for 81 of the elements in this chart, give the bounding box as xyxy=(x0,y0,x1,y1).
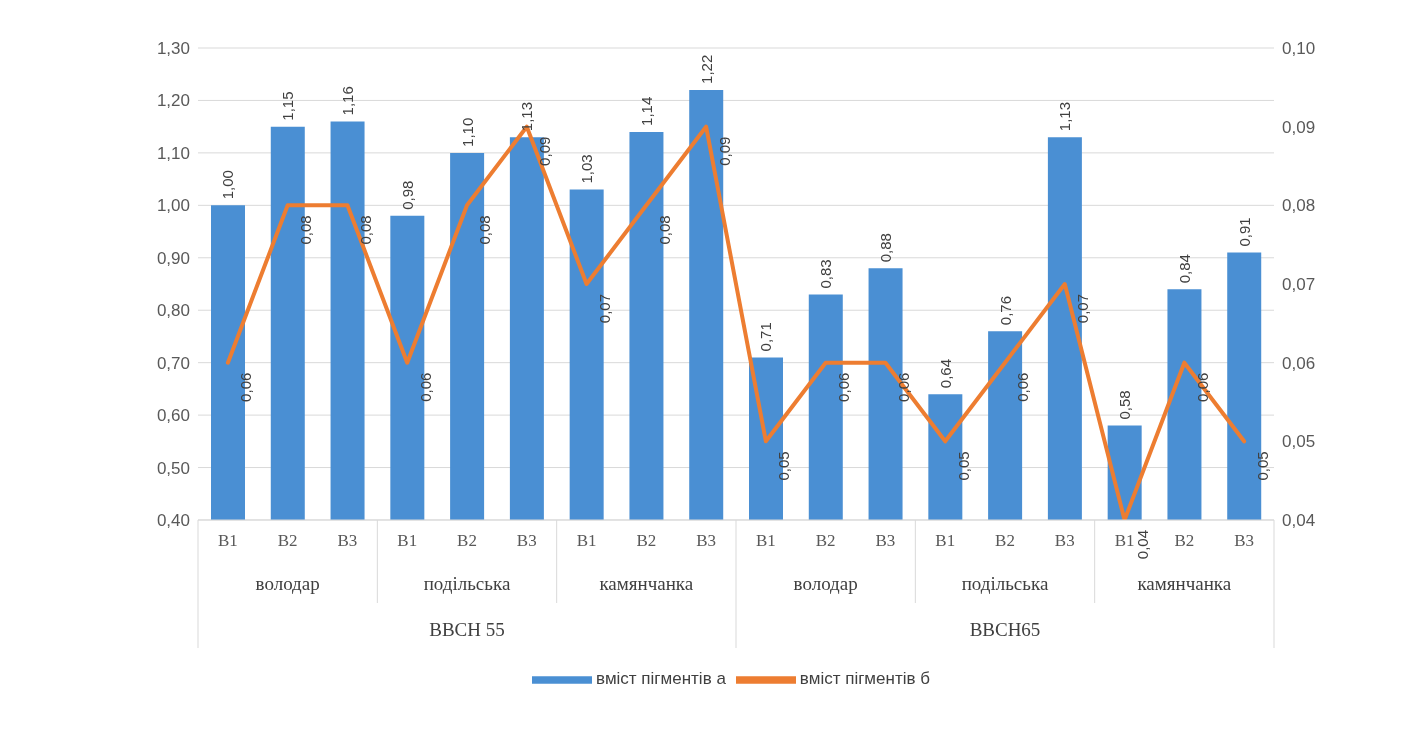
data-label: 0,05 xyxy=(954,451,972,481)
x-tick-label: В3 xyxy=(875,531,896,550)
data-label: 0,06 xyxy=(416,372,434,402)
y2-tick-label: 0,06 xyxy=(1282,353,1316,373)
data-label: 0,09 xyxy=(715,136,733,166)
x-tick-label: В1 xyxy=(397,531,418,550)
data-label: 1,16 xyxy=(339,86,357,116)
y2-tick-label: 0,08 xyxy=(1282,196,1316,216)
data-label: 0,05 xyxy=(775,451,793,481)
data-label: 0,71 xyxy=(757,322,775,352)
data-label: 0,08 xyxy=(297,215,315,245)
data-label: 0,06 xyxy=(894,372,912,402)
data-label: 0,04 xyxy=(1134,530,1152,560)
y-tick-label: 0,50 xyxy=(156,458,190,478)
x-tick-label: В3 xyxy=(337,531,358,550)
data-label: 1,14 xyxy=(637,96,655,126)
x-tick-label: В2 xyxy=(636,531,657,550)
y-tick-label: 1,30 xyxy=(156,39,190,59)
y-tick-label: 1,00 xyxy=(156,196,190,216)
legend-label: вміст пігментів а xyxy=(596,668,726,688)
data-label: 0,76 xyxy=(996,296,1014,326)
legend-label: вміст пігментів б xyxy=(799,668,930,688)
text: подільська xyxy=(961,573,1049,594)
data-label: 0,07 xyxy=(596,294,614,324)
x-tick-label: В1 xyxy=(1114,531,1135,550)
data-label: 1,03 xyxy=(578,154,596,184)
x-tick-label: В3 xyxy=(696,531,717,550)
x-tick-label: В3 xyxy=(516,531,537,550)
x-tick-label: В2 xyxy=(277,531,298,550)
y-tick-label: 0,60 xyxy=(156,406,190,426)
text: володар xyxy=(793,573,858,594)
data-label: 0,08 xyxy=(476,215,494,245)
data-label: 0,91 xyxy=(1235,217,1253,247)
data-label: 0,98 xyxy=(398,180,416,210)
y2-tick-label: 0,09 xyxy=(1282,117,1316,137)
data-label: 0,83 xyxy=(817,259,835,289)
data-label: 0,06 xyxy=(237,372,255,402)
data-label: 0,84 xyxy=(1175,254,1193,284)
y-tick-label: 0,40 xyxy=(156,511,190,531)
x-tick-label: В1 xyxy=(935,531,956,550)
x-tick-label: В3 xyxy=(1234,531,1255,550)
x-tick-label: В2 xyxy=(457,531,477,550)
text: володар xyxy=(255,573,320,594)
data-label: 0,08 xyxy=(356,215,374,245)
text: BBCH 55 xyxy=(429,619,505,640)
data-label: 0,64 xyxy=(936,358,954,389)
data-label: 0,06 xyxy=(1193,372,1211,402)
y-tick-label: 0,90 xyxy=(156,248,190,268)
data-label: 0,07 xyxy=(1074,294,1092,324)
y2-tick-label: 0,04 xyxy=(1282,511,1316,531)
y-tick-label: 0,70 xyxy=(156,353,190,373)
y2-tick-label: 0,05 xyxy=(1282,432,1316,452)
data-label: 1,00 xyxy=(219,170,237,200)
data-label: 0,05 xyxy=(1253,451,1271,481)
text: BBCH65 xyxy=(969,619,1041,640)
y2-tick-label: 0,07 xyxy=(1282,275,1316,295)
data-label: 0,08 xyxy=(655,215,673,245)
data-label: 0,06 xyxy=(1014,372,1032,402)
text: камянчанка xyxy=(599,573,694,594)
data-label: 0,88 xyxy=(877,233,895,263)
data-label: 0,58 xyxy=(1116,390,1134,420)
data-label: 1,13 xyxy=(1056,101,1074,132)
y-tick-label: 1,20 xyxy=(156,91,190,111)
x-tick-label: В1 xyxy=(576,531,597,550)
data-label: 0,06 xyxy=(835,372,853,402)
y-tick-label: 1,10 xyxy=(156,143,190,163)
data-label: 1,15 xyxy=(279,91,297,121)
x-tick-label: В3 xyxy=(1054,531,1075,550)
y2-tick-label: 0,10 xyxy=(1282,39,1316,59)
x-tick-label: В2 xyxy=(815,531,836,550)
x-tick-label: В2 xyxy=(1174,531,1195,550)
data-label: 1,10 xyxy=(458,117,476,147)
x-tick-label: В2 xyxy=(995,531,1015,550)
x-tick-label: В1 xyxy=(755,531,776,550)
text: подільська xyxy=(423,573,511,594)
data-label: 1,22 xyxy=(697,54,715,84)
y-tick-label: 0,80 xyxy=(156,301,190,321)
text: камянчанка xyxy=(1137,573,1232,594)
data-label: 1,13 xyxy=(518,101,536,132)
data-label: 0,09 xyxy=(536,136,554,166)
x-tick-label: В1 xyxy=(217,531,238,550)
